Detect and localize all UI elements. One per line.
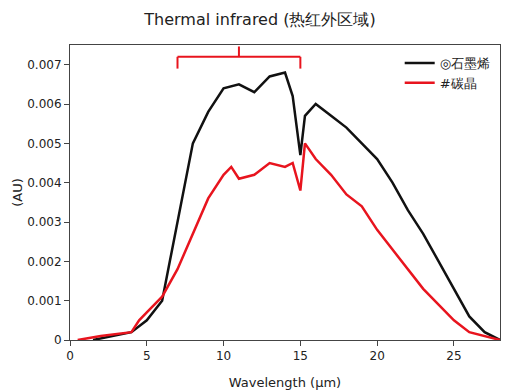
svg-text:5: 5 [143, 349, 151, 363]
svg-text:Wavelength (μm): Wavelength (μm) [229, 375, 341, 390]
svg-text:10: 10 [216, 349, 231, 363]
svg-text:◎石墨烯: ◎石墨烯 [440, 56, 490, 71]
svg-text:0.007: 0.007 [27, 58, 61, 72]
svg-text:#碳晶: #碳晶 [440, 76, 477, 91]
svg-text:0.003: 0.003 [27, 215, 61, 229]
svg-text:0: 0 [66, 349, 74, 363]
svg-text:0.004: 0.004 [27, 176, 61, 190]
svg-text:25: 25 [446, 349, 461, 363]
svg-text:0.006: 0.006 [27, 97, 61, 111]
svg-text:0.002: 0.002 [27, 255, 61, 269]
svg-text:20: 20 [369, 349, 384, 363]
svg-text:(AU): (AU) [10, 178, 25, 207]
svg-text:Thermal infrared (热红外区域): Thermal infrared (热红外区域) [143, 10, 375, 29]
svg-text:15: 15 [293, 349, 308, 363]
svg-text:0: 0 [54, 333, 62, 347]
svg-text:0.005: 0.005 [27, 137, 61, 151]
svg-text:0.001: 0.001 [27, 294, 61, 308]
